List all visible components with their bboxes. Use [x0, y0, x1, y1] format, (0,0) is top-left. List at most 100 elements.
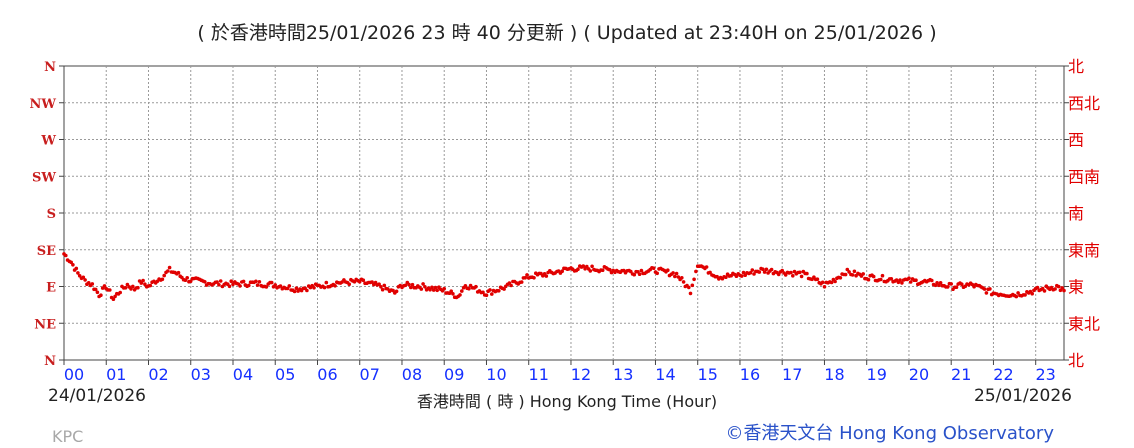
x-tick-label: 05	[275, 365, 295, 384]
data-point	[395, 290, 399, 294]
data-point	[242, 280, 246, 284]
chart-axes: N 北 NE 東北 E 東 SE 東南 S 南 SW 西南 W 西 NW 西北 N 北 00 01 02 03 04 05 06…	[30, 57, 1101, 384]
data-point	[955, 285, 959, 289]
data-point	[666, 268, 670, 272]
data-point	[907, 276, 911, 280]
data-point	[1057, 285, 1061, 289]
x-tick-label: 19	[867, 365, 887, 384]
x-tick-label: 02	[148, 365, 168, 384]
x-tick-label: 07	[360, 365, 380, 384]
end-date-label: 25/01/2026	[974, 386, 1072, 406]
data-point	[589, 269, 593, 273]
data-point	[833, 280, 837, 284]
y-tick-label-left: NE	[34, 317, 56, 332]
data-point	[638, 272, 642, 276]
data-point	[288, 284, 292, 288]
data-point	[520, 280, 524, 284]
station-code: KPC	[52, 427, 83, 446]
data-point	[83, 278, 87, 282]
copyright-link[interactable]: ©香港天文台 Hong Kong Observatory	[725, 419, 1054, 445]
data-point	[217, 283, 221, 287]
data-point	[75, 267, 79, 271]
data-point	[798, 271, 802, 275]
data-point	[633, 273, 637, 277]
y-tick-label-left: S	[47, 207, 56, 222]
data-point	[293, 290, 297, 294]
x-tick-label: 14	[655, 365, 675, 384]
data-point	[532, 276, 536, 280]
data-point	[407, 283, 411, 287]
y-tick-label-right: 東南	[1068, 241, 1100, 260]
x-tick-label: 01	[106, 365, 126, 384]
x-tick-label: 12	[571, 365, 591, 384]
data-point	[258, 280, 262, 284]
data-point	[949, 282, 953, 286]
data-point	[362, 278, 366, 282]
data-point	[525, 273, 529, 277]
data-point	[879, 278, 883, 282]
data-point	[692, 278, 696, 282]
data-point	[751, 268, 755, 272]
data-point	[687, 286, 691, 290]
data-point	[853, 270, 857, 274]
y-tick-label-right: 南	[1068, 204, 1084, 223]
data-point	[91, 282, 95, 286]
data-point	[185, 276, 189, 280]
data-point	[680, 276, 684, 280]
data-point	[909, 280, 913, 284]
y-tick-label-left: NW	[30, 97, 57, 112]
data-point	[675, 272, 679, 276]
data-point	[545, 274, 549, 278]
data-point	[485, 293, 489, 297]
data-point	[442, 287, 446, 291]
data-point	[420, 287, 424, 291]
data-point	[576, 267, 580, 271]
data-point	[451, 292, 455, 296]
data-point	[1030, 292, 1034, 296]
data-point	[312, 286, 316, 290]
y-tick-label-left: SE	[37, 244, 56, 259]
data-point	[705, 265, 709, 269]
data-point	[655, 272, 659, 276]
data-point	[930, 279, 934, 283]
x-tick-label: 20	[909, 365, 929, 384]
data-point	[108, 288, 112, 292]
data-point	[740, 274, 744, 278]
data-point	[166, 269, 170, 273]
y-tick-label-right: 北	[1068, 351, 1084, 370]
data-point	[64, 254, 68, 258]
data-point	[474, 285, 478, 289]
data-point	[71, 263, 75, 267]
data-point	[988, 287, 992, 291]
data-point	[149, 284, 153, 288]
x-tick-label: 09	[444, 365, 464, 384]
x-tick-label: 00	[64, 365, 84, 384]
data-point	[1043, 289, 1047, 293]
data-point	[758, 270, 762, 274]
x-tick-label: 08	[402, 365, 422, 384]
data-point	[770, 268, 774, 272]
data-point	[816, 277, 820, 281]
data-point	[823, 285, 827, 289]
data-point	[411, 283, 415, 287]
data-point	[131, 285, 135, 289]
data-point	[851, 273, 855, 277]
data-point	[467, 287, 471, 291]
data-point	[347, 282, 351, 286]
y-tick-label-right: 西	[1068, 131, 1084, 150]
data-point	[1062, 289, 1066, 293]
data-point	[946, 285, 950, 289]
data-point	[872, 275, 876, 279]
data-point	[844, 273, 848, 277]
data-point	[590, 265, 594, 269]
data-point	[256, 283, 260, 287]
data-point	[323, 286, 327, 290]
data-point	[1015, 295, 1019, 299]
data-point	[652, 266, 656, 270]
wind-direction-series	[62, 252, 1066, 301]
data-point	[325, 281, 329, 285]
data-point	[177, 271, 181, 275]
data-point	[333, 284, 337, 288]
data-point	[671, 271, 675, 275]
